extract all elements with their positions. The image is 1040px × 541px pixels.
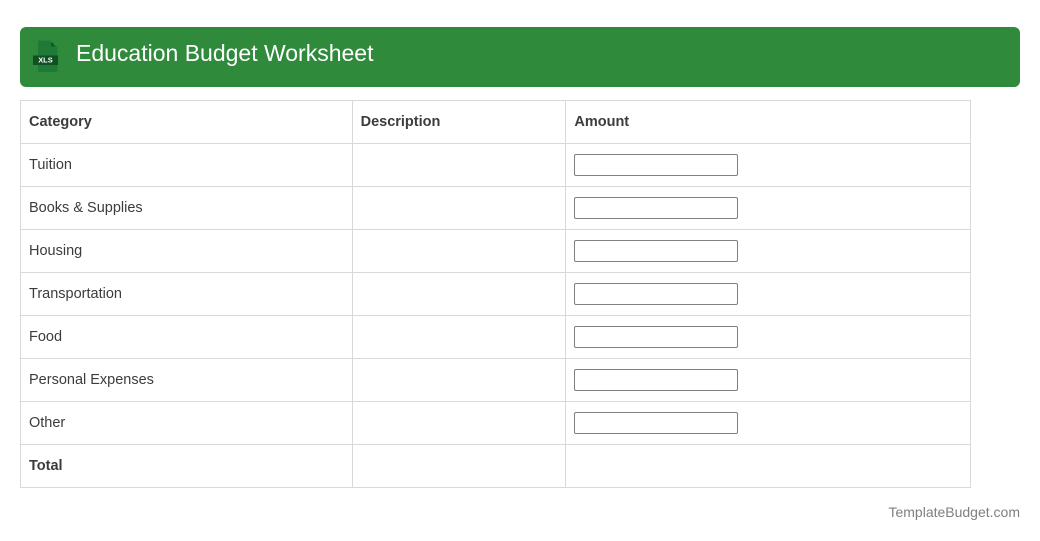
svg-text:XLS: XLS xyxy=(38,56,52,65)
